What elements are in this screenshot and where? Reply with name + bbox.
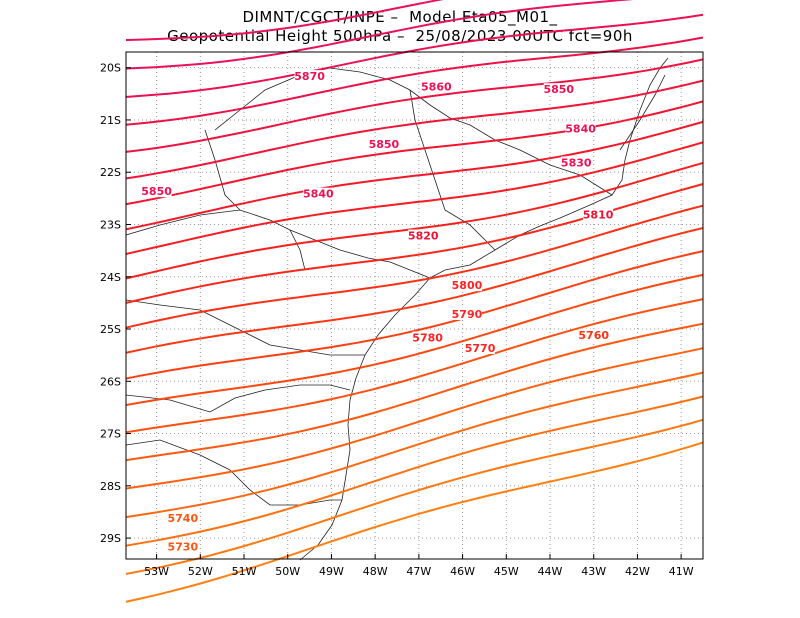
- contour-label: 5840: [303, 188, 334, 201]
- contour-line: [125, 79, 704, 180]
- contour-label: 5790: [452, 308, 483, 321]
- contour-line: [125, 100, 704, 206]
- state-border: [409, 89, 496, 251]
- contour-line: [125, 347, 704, 490]
- state-border: [125, 439, 342, 506]
- contour-label: 5860: [421, 81, 452, 94]
- contour-label-bg: [565, 122, 596, 135]
- y-tick-label: 26S: [100, 375, 121, 388]
- contour-label-bg: [368, 138, 399, 151]
- contour-label-bg: [294, 70, 325, 83]
- contour-line: [125, 227, 704, 354]
- y-tick-label: 28S: [100, 480, 121, 493]
- contour-label-bg: [303, 187, 334, 200]
- y-tick-label: 25S: [100, 323, 121, 336]
- contour-label: 5770: [465, 342, 496, 355]
- contour-label: 5840: [565, 122, 596, 135]
- lat-lon-grid: [126, 52, 703, 559]
- contour-line: [125, 204, 704, 329]
- longitude-ticks: 53W 52W 51W 50W 49W 48W 47W 46W 45W 44W 43W 42W 41W: [144, 554, 694, 578]
- coastline-south: [299, 277, 431, 561]
- contour-label-bg: [543, 83, 574, 96]
- latitude-ticks: 20S 21S 22S 23S 24S 25S 26S 27S 28S 29S: [100, 62, 131, 545]
- geopotential-contours: [125, 0, 704, 603]
- x-tick-label: 49W: [319, 565, 344, 578]
- contour-line: [125, 58, 704, 153]
- contour-label: 5850: [369, 138, 400, 151]
- x-tick-label: 42W: [625, 565, 650, 578]
- contour-line: [125, 371, 704, 519]
- y-tick-label: 29S: [100, 532, 121, 545]
- y-tick-label: 21S: [100, 114, 121, 127]
- contour-label-bg: [167, 511, 198, 524]
- state-border: [125, 384, 351, 413]
- contour-label: 5870: [294, 70, 325, 83]
- contour-labels: 5870 5860 5850 5840 5850 5830 5850 5840 5810 5820…: [141, 70, 614, 554]
- y-tick-label: 24S: [100, 271, 121, 284]
- y-tick-label: 22S: [100, 166, 121, 179]
- contour-line: [125, 441, 704, 603]
- x-tick-label: 43W: [581, 565, 606, 578]
- contour-label: 5760: [578, 329, 609, 342]
- contour-line: [125, 141, 704, 255]
- contour-label: 5780: [412, 331, 443, 344]
- contour-label: 5850: [543, 83, 574, 96]
- contour-label-bg: [451, 307, 482, 320]
- y-tick-label: 27S: [100, 428, 121, 441]
- contour-label: 5800: [452, 279, 483, 292]
- contour-label-bg: [465, 341, 496, 354]
- contour-line: [125, 13, 704, 98]
- contour-label: 5730: [168, 541, 199, 554]
- x-tick-label: 50W: [275, 565, 300, 578]
- contour-label-bg: [583, 208, 614, 221]
- x-tick-label: 46W: [450, 565, 475, 578]
- y-tick-label: 23S: [100, 218, 121, 231]
- x-tick-label: 48W: [363, 565, 388, 578]
- state-border: [125, 209, 306, 271]
- contour-label-bg: [412, 331, 443, 344]
- contour-label: 5830: [561, 156, 592, 169]
- state-border: [125, 299, 365, 356]
- contour-label-bg: [141, 185, 172, 198]
- contour-line: [125, 395, 704, 547]
- contour-line: [125, 120, 704, 231]
- contour-label-bg: [421, 80, 452, 93]
- x-tick-label: 44W: [538, 565, 563, 578]
- contour-line: [125, 298, 704, 434]
- contour-line: [125, 0, 444, 41]
- state-border: [204, 129, 241, 211]
- x-tick-label: 45W: [494, 565, 519, 578]
- state-border: [619, 74, 666, 151]
- contour-label: 5810: [583, 209, 614, 222]
- x-tick-label: 53W: [144, 565, 169, 578]
- x-tick-label: 51W: [232, 565, 257, 578]
- contour-label: 5820: [408, 230, 439, 243]
- y-tick-label: 20S: [100, 62, 121, 75]
- contour-line: [125, 250, 704, 380]
- contour-label: 5850: [141, 185, 172, 198]
- x-tick-label: 47W: [406, 565, 431, 578]
- contour-line: [125, 0, 634, 70]
- contour-label-bg: [561, 156, 592, 169]
- map-title-line-1: DIMNT/CGCT/INPE – Model Eta05_M01_: [242, 8, 558, 26]
- contour-label: 5740: [168, 512, 199, 525]
- plot-frame: [125, 51, 704, 560]
- contour-line: [125, 161, 704, 280]
- contour-line: [125, 322, 704, 462]
- contour-label-bg: [451, 279, 482, 292]
- contour-line: [125, 273, 704, 407]
- contour-line: [125, 418, 704, 575]
- x-tick-label: 41W: [669, 565, 694, 578]
- contour-label-bg: [578, 328, 609, 341]
- contour-label-bg: [408, 229, 439, 242]
- contour-label-bg: [167, 540, 198, 553]
- x-tick-label: 52W: [188, 565, 213, 578]
